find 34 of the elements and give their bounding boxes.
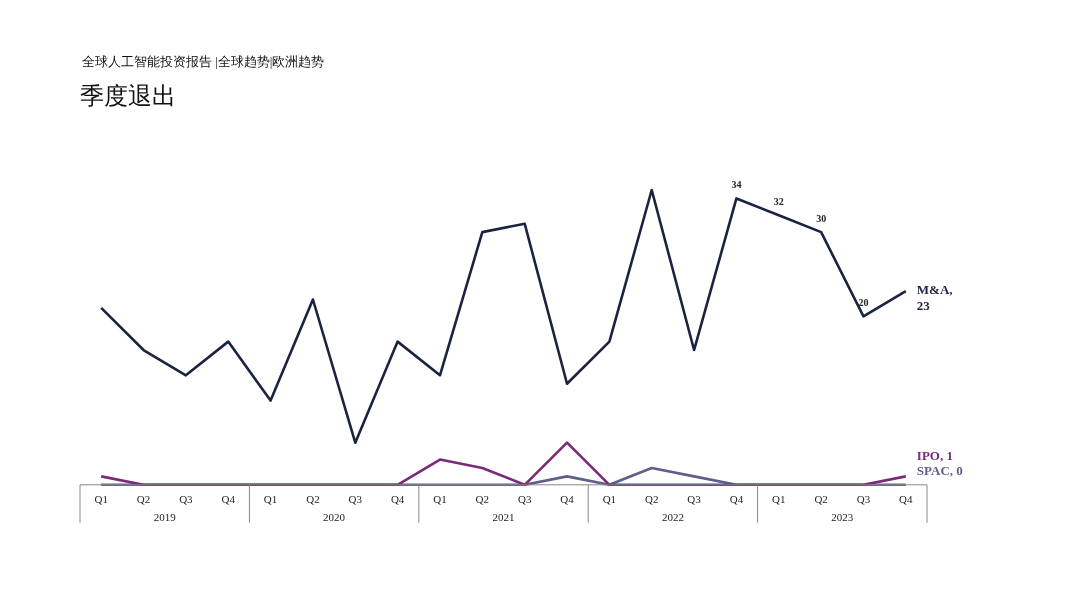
x-tick-label: Q4: [560, 493, 575, 506]
x-tick-label: Q3: [856, 493, 871, 506]
text: 2022: [661, 510, 684, 523]
x-tick-label: Q3: [179, 493, 194, 506]
x-tick-label: Q2: [306, 493, 320, 506]
series-label: SPAC, 0: [916, 463, 963, 479]
text: 2019: [153, 510, 177, 523]
series-label: IPO, 1: [916, 448, 953, 464]
x-tick-label: Q3: [687, 493, 702, 506]
chart-title: 季度退出: [80, 81, 176, 112]
series-label: M&A, 23: [916, 282, 953, 314]
x-tick-label: Q4: [390, 493, 405, 506]
x-tick-label: Q3: [517, 493, 532, 506]
x-tick-label: Q4: [899, 493, 914, 506]
chart-subtitle: 全球人工智能投资报告 |全球趋势|欧洲趋势: [82, 53, 325, 71]
x-tick-label: Q2: [645, 493, 659, 506]
data-label: 34: [731, 179, 742, 190]
x-tick-label: Q4: [221, 493, 236, 506]
text: 2020: [323, 510, 346, 523]
text: 2023: [831, 510, 854, 523]
text: 2021: [492, 510, 515, 523]
data-label: 30: [816, 212, 827, 224]
x-tick-label: Q2: [136, 493, 151, 506]
x-tick-label: Q4: [729, 493, 744, 506]
x-tick-label: Q1: [94, 493, 108, 506]
x-tick-label: Q1: [263, 493, 278, 506]
x-tick-label: Q2: [475, 493, 490, 506]
x-tick-label: Q1: [772, 493, 786, 506]
data-label: 20: [858, 296, 869, 308]
x-tick-label: Q1: [433, 493, 447, 506]
x-tick-label: Q1: [602, 493, 617, 506]
x-tick-label: Q2: [814, 493, 828, 506]
data-label: 32: [773, 195, 784, 207]
x-tick-label: Q3: [348, 493, 363, 506]
